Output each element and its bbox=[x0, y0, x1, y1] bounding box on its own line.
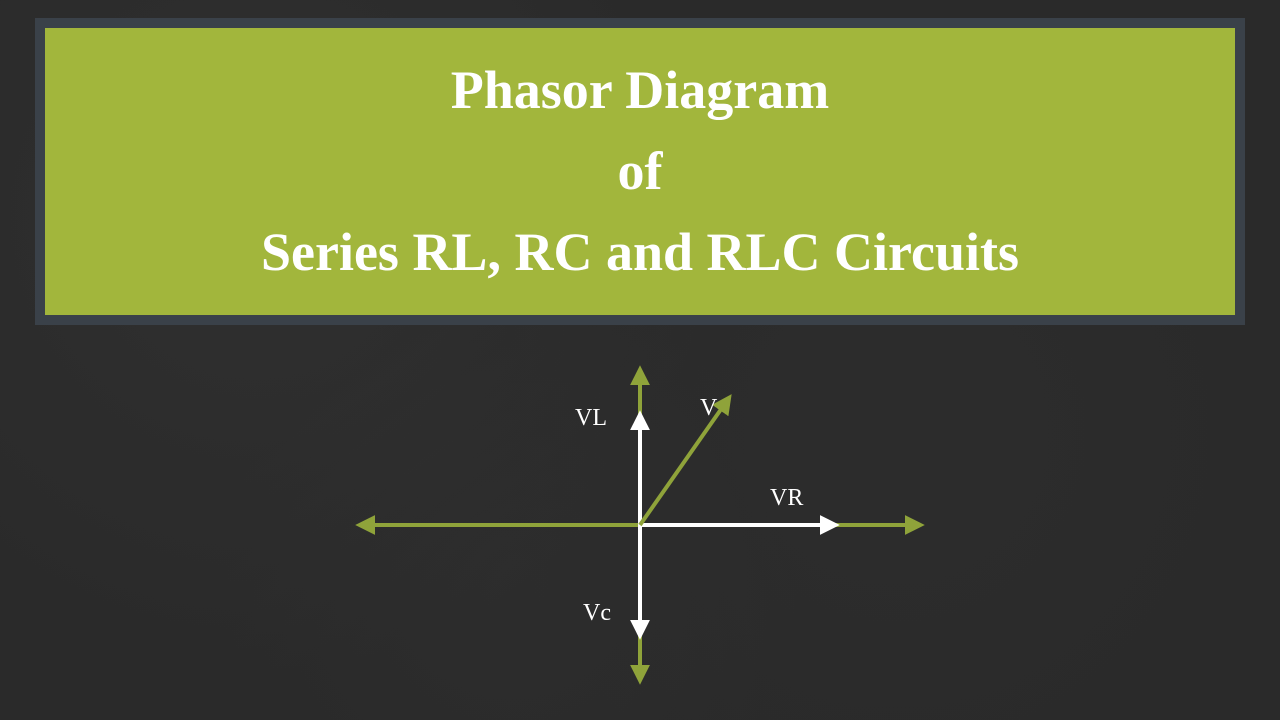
title-line-3: Series RL, RC and RLC Circuits bbox=[261, 212, 1019, 293]
phasor-diagram-area: VR VL Vc V bbox=[0, 330, 1280, 720]
vector-label-VL: VL bbox=[575, 405, 607, 432]
blackboard-background: Phasor Diagram of Series RL, RC and RLC … bbox=[0, 0, 1280, 720]
vector-label-VR: VR bbox=[770, 485, 803, 512]
title-line-1: Phasor Diagram bbox=[451, 50, 829, 131]
title-line-2: of bbox=[618, 131, 663, 212]
vector-label-V: V bbox=[700, 395, 717, 422]
vector-label-Vc: Vc bbox=[583, 600, 611, 627]
title-panel: Phasor Diagram of Series RL, RC and RLC … bbox=[35, 18, 1245, 325]
phasor-diagram-svg bbox=[290, 330, 990, 720]
title-inner: Phasor Diagram of Series RL, RC and RLC … bbox=[45, 28, 1235, 315]
